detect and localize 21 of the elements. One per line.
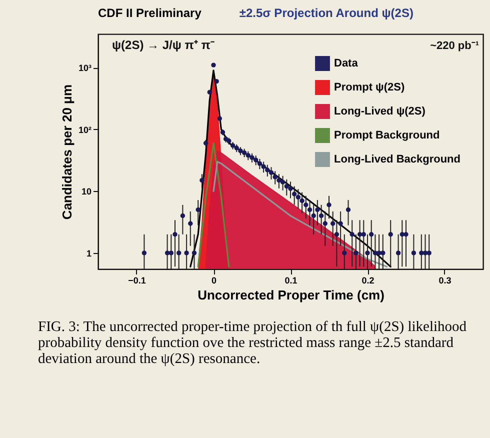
legend-label: Long-Lived ψ(2S) (334, 106, 426, 118)
x-tick-label: −0.1 (128, 276, 146, 286)
chart-subtitle: ±2.5σ Projection Around ψ(2S) (239, 6, 414, 20)
y-tick-label: 10² (78, 124, 92, 135)
y-axis-title: Candidates per 20 μm (59, 84, 74, 220)
x-tick-label: 0.2 (362, 276, 374, 286)
x-tick-label: 0 (211, 276, 217, 286)
legend-label: Long-Lived Background (334, 154, 460, 166)
annotation: ψ(2S) → J/ψ π⁺ π⁻ (112, 38, 214, 52)
legend-label: Prompt ψ(2S) (334, 82, 405, 94)
legend-label: Data (334, 58, 359, 70)
x-tick-label: 0.1 (284, 276, 298, 286)
legend-label: Prompt Background (334, 130, 440, 142)
y-tick-label: 10 (81, 186, 92, 197)
y-tick-label: 10³ (78, 63, 92, 74)
caption: FIG. 3: The uncorrected proper-time projection of th full ψ(2S) likelihood probability density function ove the restricted mass range ±2.5 standard deviation around the ψ(2S) resonance. (38, 319, 468, 367)
chart-title: CDF II Preliminary (98, 6, 202, 20)
annotation: ~220 pb⁻¹ (430, 40, 480, 52)
x-tick-label: 0.3 (438, 276, 452, 286)
y-tick-label: 1 (86, 248, 92, 258)
x-axis-title: Uncorrected Proper Time (cm) (198, 288, 384, 302)
